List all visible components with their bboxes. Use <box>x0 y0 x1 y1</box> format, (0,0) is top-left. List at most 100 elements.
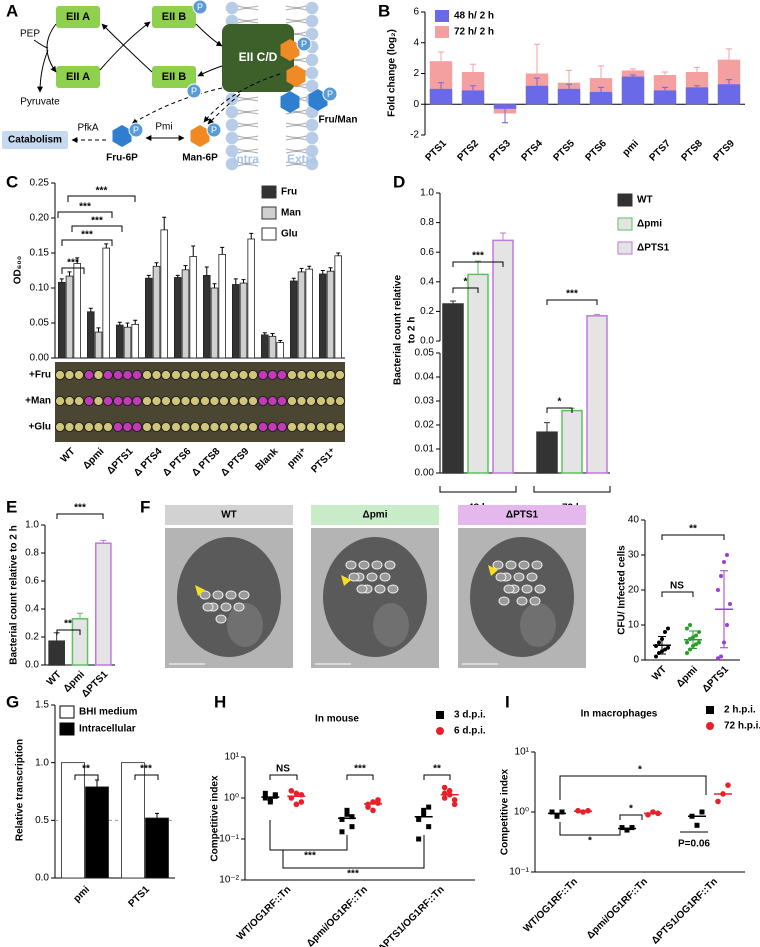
lipid-tail <box>285 18 307 24</box>
well <box>131 369 143 381</box>
bar <box>160 229 169 359</box>
well <box>257 421 269 433</box>
sugar-hexagon <box>280 39 300 61</box>
error-bar <box>77 612 83 619</box>
x-tick-label: Δ PTS6 <box>161 446 194 479</box>
vacuole <box>356 584 368 594</box>
panel-label: G <box>6 692 19 711</box>
error-bar <box>96 327 101 333</box>
y-tick-label: 0.03 <box>415 396 435 407</box>
bar <box>145 817 169 879</box>
sugar-hexagon <box>190 125 210 147</box>
y-tick-label: 1.0 <box>35 757 49 768</box>
well <box>305 395 317 407</box>
error-bar <box>249 232 254 239</box>
well <box>151 395 162 407</box>
sugar-hexagon <box>280 91 300 113</box>
well <box>189 421 201 433</box>
y-axis-label: Bacterial count relative to 2 h <box>9 525 20 665</box>
legend-marker <box>436 711 444 719</box>
lipid-head <box>305 118 319 132</box>
y-tick-label: 2 <box>413 68 419 79</box>
error-bar <box>470 85 476 91</box>
well <box>334 421 346 433</box>
well <box>180 395 191 407</box>
x-tick-label: PTS1⁺ <box>309 446 338 475</box>
bar <box>181 269 190 359</box>
error-bar <box>438 82 444 89</box>
x-tick-label: Δpmi/OG1RF::Tn <box>585 876 650 941</box>
y-axis-label: Competitive index <box>500 769 511 856</box>
bracket <box>71 225 123 232</box>
error-bar <box>662 86 668 91</box>
significance-label: *** <box>472 251 484 262</box>
bar <box>210 287 219 359</box>
legend-swatch <box>59 705 75 719</box>
phosphate <box>186 83 202 99</box>
well <box>296 421 307 433</box>
vacuole <box>220 602 232 612</box>
bar <box>561 409 583 474</box>
legend-swatch <box>261 185 277 199</box>
bracket <box>61 239 113 246</box>
well <box>83 369 95 381</box>
well <box>325 369 336 381</box>
error-bar <box>630 68 636 71</box>
well <box>73 421 85 433</box>
eii-b-box <box>152 6 196 28</box>
error-bar <box>450 300 456 304</box>
legend-swatch <box>617 241 633 255</box>
bar <box>289 280 298 359</box>
point <box>688 623 692 627</box>
lipid-head <box>225 131 239 145</box>
bar <box>442 303 464 474</box>
arrow <box>37 49 49 93</box>
phosphate <box>128 122 144 138</box>
panel-label: C <box>6 172 18 191</box>
well <box>131 395 143 407</box>
bar <box>461 90 485 105</box>
dashed-arrow <box>203 73 281 123</box>
well <box>238 369 249 381</box>
bar <box>65 275 74 359</box>
lipid-tail <box>237 161 259 167</box>
point <box>426 824 432 830</box>
phosphate <box>322 86 338 102</box>
significance-label: *** <box>354 764 366 775</box>
y-tick-label: 0.6 <box>25 576 39 587</box>
lipid-head <box>225 92 239 106</box>
bracket <box>559 822 621 836</box>
eii-a-label: EII A <box>66 71 90 83</box>
error-bar <box>566 69 572 83</box>
well <box>170 369 182 381</box>
legend-label: 72 h/ 2 h <box>454 27 494 38</box>
bar <box>326 270 335 359</box>
error-bar <box>270 333 275 337</box>
well <box>102 369 114 381</box>
point <box>719 574 723 578</box>
error-bar <box>88 307 93 312</box>
point <box>446 787 453 794</box>
panel-label: D <box>393 172 405 191</box>
point <box>344 811 350 817</box>
x-tick-label: pmi <box>72 884 93 905</box>
vacuole <box>503 584 515 594</box>
legend-label: Fru <box>281 187 297 198</box>
vacuole <box>345 560 357 570</box>
error-bar <box>336 252 341 256</box>
point <box>451 797 458 803</box>
bar <box>73 263 82 359</box>
point <box>725 553 729 557</box>
x-tick-label: PTS1 <box>127 884 153 910</box>
bar <box>144 277 153 359</box>
point <box>441 784 448 791</box>
bracket <box>546 407 573 413</box>
point <box>697 640 701 645</box>
catabolism-box <box>2 131 68 149</box>
bracket <box>546 299 598 305</box>
significance-label: * <box>464 277 468 288</box>
plate-row-label: +Glu <box>28 422 51 433</box>
eii-b-box <box>152 66 196 88</box>
well <box>102 421 114 433</box>
point <box>426 804 432 810</box>
